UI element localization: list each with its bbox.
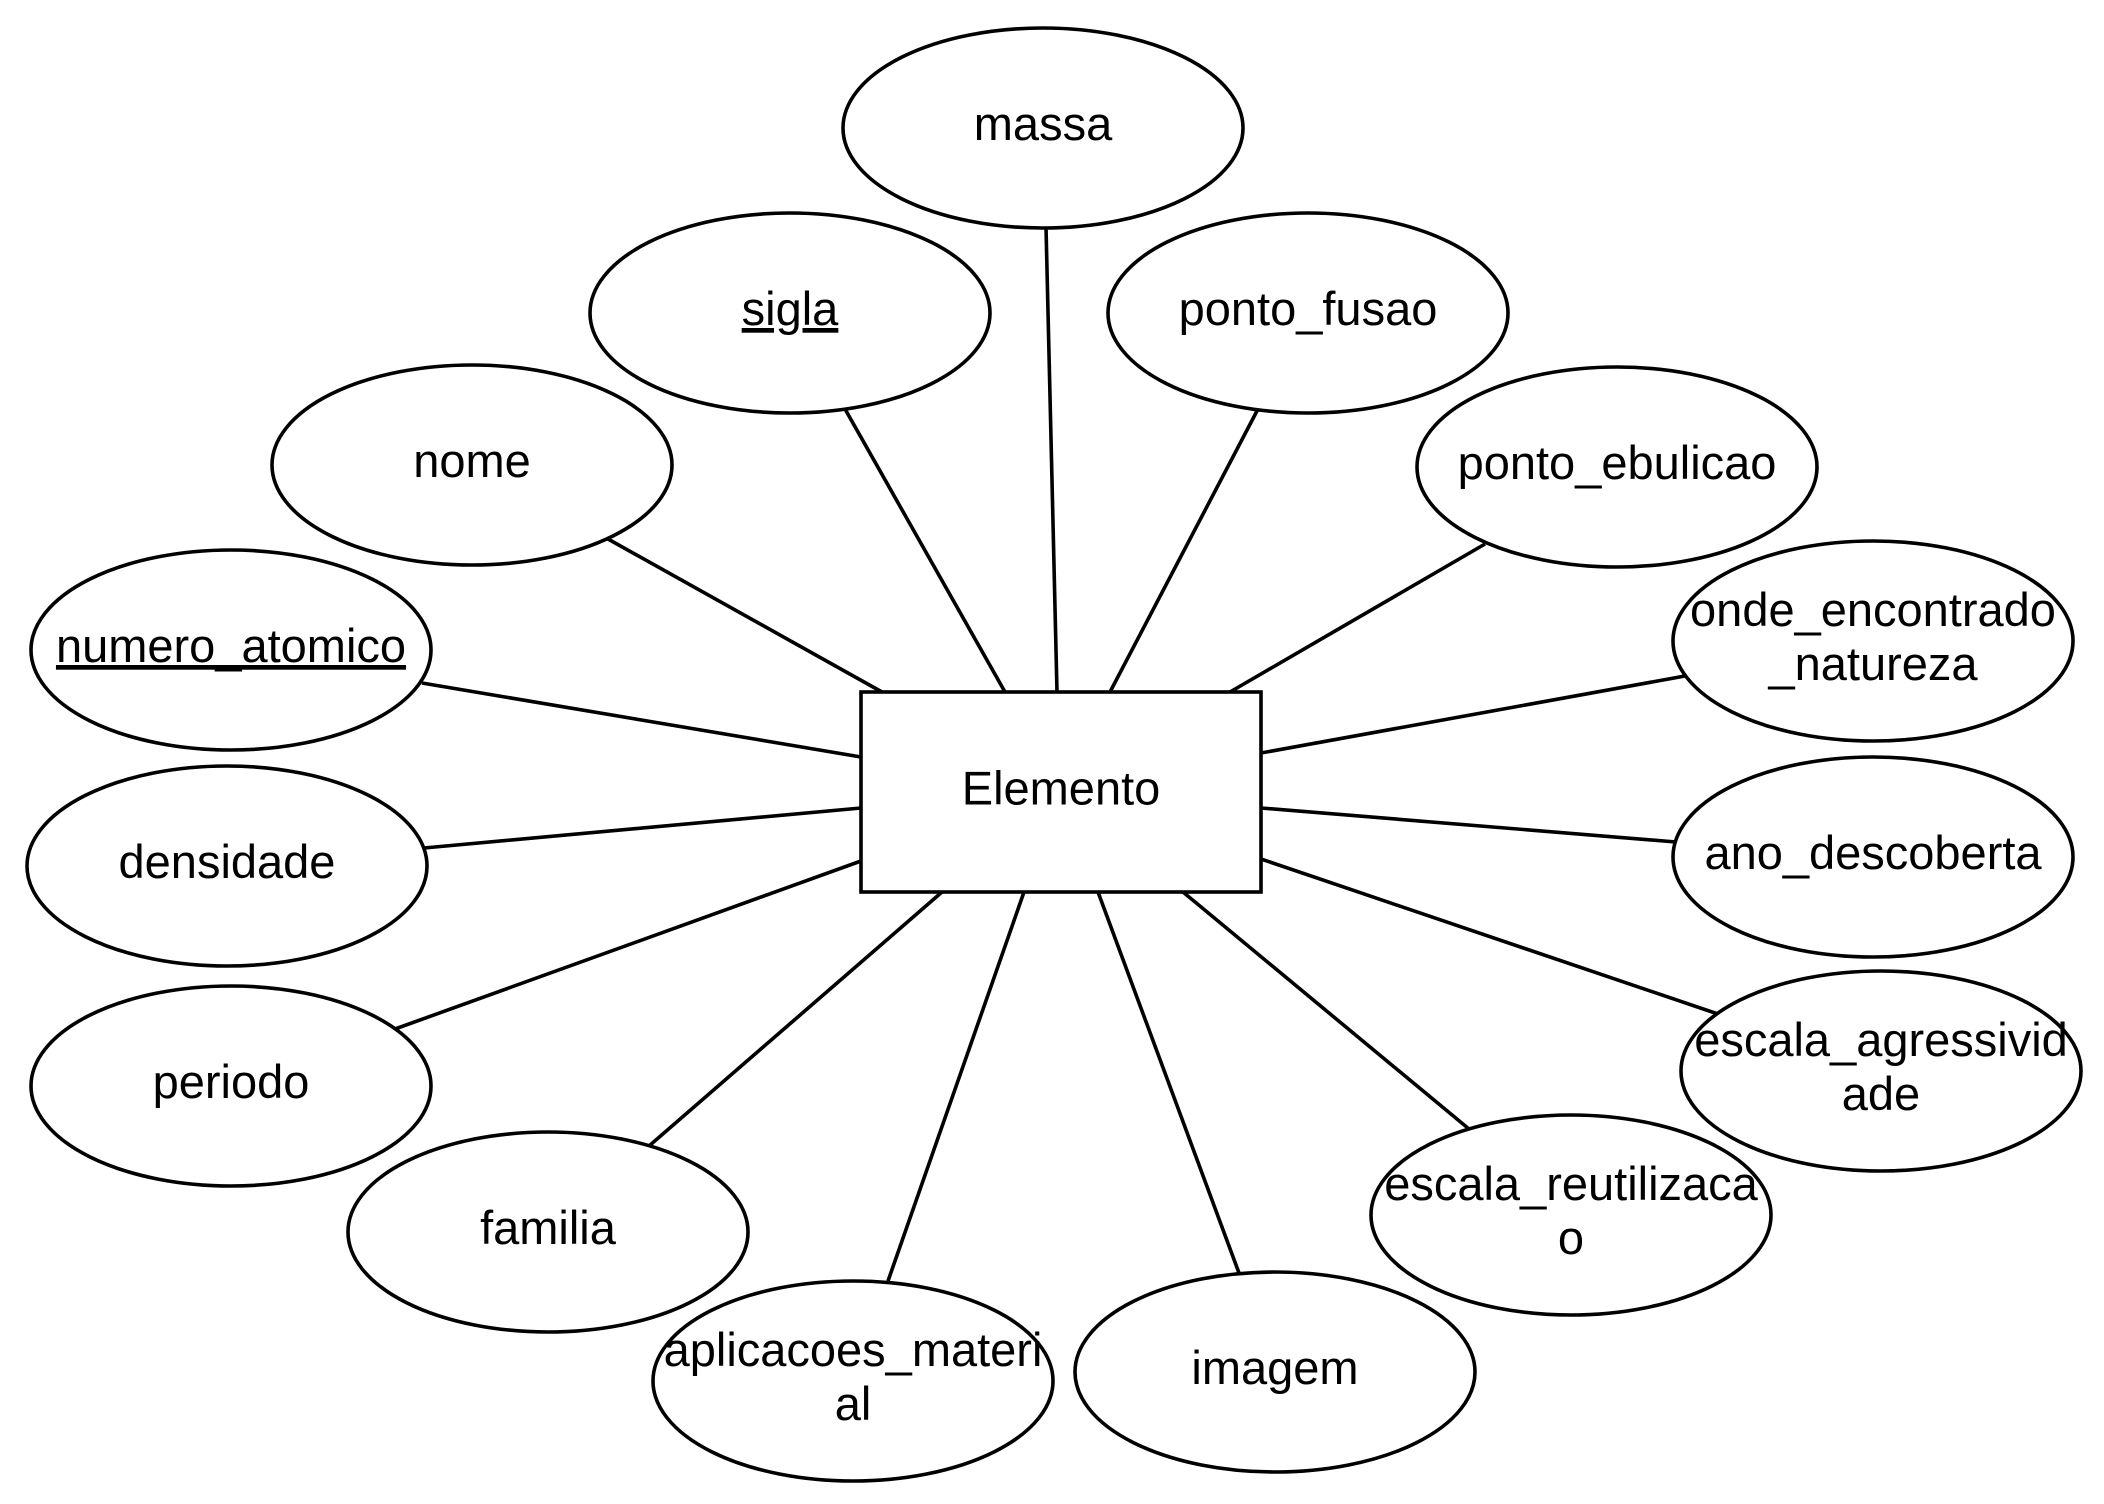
connector-ponto-fusao: [1108, 408, 1260, 693]
connector-numero-atomico: [421, 681, 862, 759]
attribute-label-line: densidade: [119, 835, 336, 888]
attribute-label: familia: [480, 1201, 617, 1254]
attribute-label: imagem: [1191, 1341, 1358, 1394]
attribute-ano-descoberta[interactable]: ano_descoberta: [1671, 755, 2075, 959]
connector-aplicacoes-material: [886, 891, 1026, 1282]
attribute-periodo[interactable]: periodo: [29, 984, 433, 1188]
attribute-label-line: escala_reutilizaca: [1384, 1157, 1758, 1210]
attribute-label: periodo: [153, 1055, 310, 1108]
connector-sigla: [843, 408, 1007, 693]
connector-periodo: [394, 859, 862, 1031]
attribute-ellipse: [25, 764, 429, 968]
connector-familia: [647, 890, 944, 1148]
attribute-nome[interactable]: nome: [270, 363, 674, 567]
attribute-ellipse: [1369, 1113, 1773, 1317]
connector-ano-descoberta: [1260, 806, 1677, 844]
attribute-label-line: familia: [480, 1201, 617, 1254]
attribute-ellipse: [270, 363, 674, 567]
connector-nome: [607, 537, 883, 694]
attribute-label: densidade: [119, 835, 336, 888]
connector-densidade: [423, 806, 862, 850]
attribute-onde-encontrado-natureza[interactable]: onde_encontrado _natureza: [1671, 539, 2075, 743]
attribute-escala-reutilizacao[interactable]: escala_reutilizaca o: [1369, 1113, 1773, 1317]
attribute-label-line: al: [835, 1377, 872, 1430]
attribute-ellipse: [29, 984, 433, 1188]
attribute-label-line: onde_encontrado: [1690, 583, 2056, 636]
attribute-label: sigla: [742, 282, 840, 335]
attribute-ellipse: [588, 211, 992, 415]
attribute-label: nome: [413, 434, 531, 487]
attribute-aplicacoes-material[interactable]: aplicacoes_materi al: [651, 1279, 1055, 1483]
attribute-imagem[interactable]: imagem: [1073, 1270, 1477, 1474]
connector-onde-encontrado-natureza: [1260, 674, 1686, 755]
attribute-label: massa: [974, 97, 1113, 150]
attribute-numero-atomico[interactable]: numero_atomico: [29, 548, 433, 752]
attribute-ellipse: [1073, 1270, 1477, 1474]
attribute-ponto-fusao[interactable]: ponto_fusao: [1106, 211, 1510, 415]
connector-massa: [1044, 226, 1059, 693]
attribute-label: ponto_fusao: [1179, 282, 1438, 335]
attribute-label-line: o: [1558, 1211, 1584, 1264]
attribute-label: onde_encontrado _natureza: [1690, 583, 2056, 690]
attribute-sigla[interactable]: sigla: [588, 211, 992, 415]
attribute-label-line: ade: [1842, 1067, 1920, 1120]
attribute-label: ponto_ebulicao: [1458, 436, 1777, 489]
attribute-ellipse: [1671, 755, 2075, 959]
attribute-label: escala_reutilizaca o: [1384, 1157, 1758, 1264]
attribute-ellipse: [841, 26, 1245, 230]
attribute-ellipse: [1106, 211, 1510, 415]
attribute-ellipse: [346, 1130, 750, 1334]
attribute-label-line: escala_agressivid: [1694, 1013, 2068, 1066]
attribute-label-line: ponto_ebulicao: [1458, 436, 1777, 489]
attribute-ponto-ebulicao[interactable]: ponto_ebulicao: [1415, 365, 1819, 569]
attribute-label-line: ano_descoberta: [1704, 826, 2042, 879]
attribute-label-line: periodo: [153, 1055, 310, 1108]
attribute-label-line: ponto_fusao: [1179, 282, 1438, 335]
attribute-label: aplicacoes_materi al: [664, 1323, 1043, 1430]
connector-escala-agressividade: [1260, 857, 1719, 1016]
attribute-ellipse: [651, 1279, 1055, 1483]
attribute-label-line: massa: [974, 97, 1113, 150]
connector-ponto-ebulicao: [1229, 542, 1486, 694]
attribute-ellipse: [1671, 539, 2075, 743]
attribute-ellipse: [29, 548, 433, 752]
attribute-ellipse: [1679, 969, 2083, 1173]
connector-lines: [394, 226, 1719, 1282]
attribute-label-line: aplicacoes_materi: [664, 1323, 1043, 1376]
connector-imagem: [1096, 891, 1241, 1274]
entity-box: [859, 690, 1263, 894]
entity-label: Elemento: [962, 761, 1161, 814]
attribute-label-line: imagem: [1191, 1341, 1358, 1394]
attribute-densidade[interactable]: densidade: [25, 764, 429, 968]
attribute-label-line: nome: [413, 434, 531, 487]
attribute-escala-agressividade[interactable]: escala_agressivid ade: [1679, 969, 2083, 1173]
entity-elemento[interactable]: Elemento: [859, 690, 1263, 894]
attribute-label: escala_agressivid ade: [1694, 1013, 2068, 1120]
attribute-label-line: sigla: [742, 282, 840, 335]
attribute-familia[interactable]: familia: [346, 1130, 750, 1334]
attribute-label-line: _natureza: [1767, 637, 1978, 690]
connector-escala-reutilizacao: [1181, 890, 1471, 1131]
attribute-ellipse: [1415, 365, 1819, 569]
attribute-label: numero_atomico: [56, 619, 406, 672]
attribute-massa[interactable]: massa: [841, 26, 1245, 230]
attribute-label: ano_descoberta: [1704, 826, 2042, 879]
attribute-label-line: numero_atomico: [56, 619, 406, 672]
